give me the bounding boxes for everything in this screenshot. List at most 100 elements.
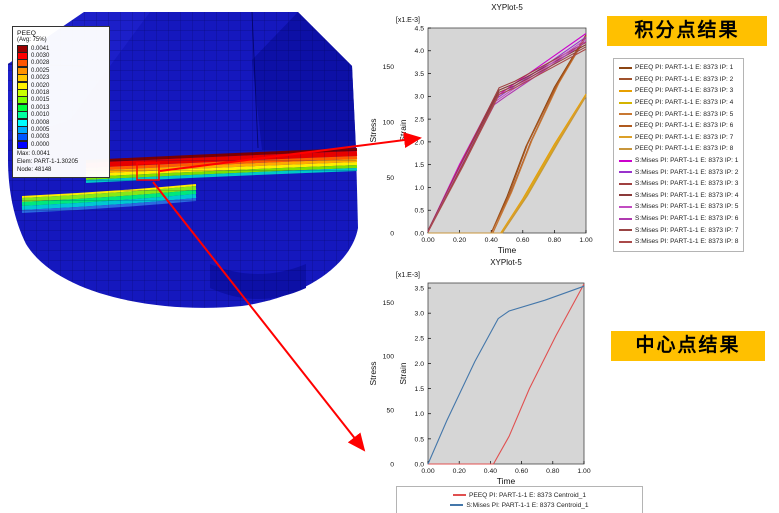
svg-text:Stress: Stress: [368, 118, 378, 142]
legend-line-swatch: [619, 182, 632, 185]
svg-text:0.5: 0.5: [415, 436, 425, 443]
svg-text:1.00: 1.00: [577, 468, 590, 475]
contour-legend-entry: 0.0005: [17, 126, 105, 134]
svg-text:1.00: 1.00: [579, 237, 592, 244]
svg-text:0.80: 0.80: [546, 468, 559, 475]
legend-line-swatch: [619, 136, 632, 139]
svg-text:0: 0: [390, 230, 394, 237]
legend-entry: S:Mises PI: PART-1-1 E: 8373 Centroid_1: [402, 500, 637, 510]
legend-entry: PEEQ PI: PART-1-1 E: 8373 IP: 5: [619, 108, 738, 120]
legend-entry: S:Mises PI: PART-1-1 E: 8373 IP: 2: [619, 166, 738, 178]
svg-text:0.20: 0.20: [453, 237, 466, 244]
svg-text:Time: Time: [498, 245, 517, 255]
svg-text:4.0: 4.0: [415, 48, 425, 55]
svg-text:[x1.E-3]: [x1.E-3]: [396, 17, 420, 24]
svg-text:3.5: 3.5: [415, 285, 425, 292]
svg-text:50: 50: [386, 408, 394, 415]
contour-legend-entry: 0.0030: [17, 52, 105, 61]
svg-text:0.0: 0.0: [415, 461, 425, 468]
svg-text:Strain: Strain: [398, 362, 408, 384]
legend-line-swatch: [619, 171, 632, 174]
svg-text:XYPlot-5: XYPlot-5: [490, 258, 522, 267]
contour-legend-entry: 0.0041: [17, 44, 105, 53]
legend-line-swatch: [619, 89, 632, 92]
plot-legend-integration-points: PEEQ PI: PART-1-1 E: 8373 IP: 1 PEEQ PI: …: [613, 58, 745, 252]
legend-entry: S:Mises PI: PART-1-1 E: 8373 IP: 5: [619, 201, 738, 213]
legend-line-swatch: [619, 101, 632, 104]
plot-legend-centroid: PEEQ PI: PART-1-1 E: 8373 Centroid_1 S:Mi…: [396, 486, 643, 513]
contour-swatch: [17, 140, 28, 149]
svg-text:[x1.E-3]: [x1.E-3]: [396, 272, 420, 279]
svg-text:0.5: 0.5: [415, 208, 425, 215]
legend-line-swatch: [619, 240, 632, 243]
svg-text:Strain: Strain: [398, 119, 408, 141]
contour-legend-entry: 0.0003: [17, 133, 105, 142]
legend-entry: S:Mises PI: PART-1-1 E: 8373 IP: 7: [619, 224, 738, 236]
contour-max-label: Max: 0.0041: [17, 151, 51, 158]
svg-text:2.0: 2.0: [415, 139, 425, 146]
svg-text:Stress: Stress: [368, 361, 378, 385]
legend-entry: PEEQ PI: PART-1-1 E: 8373 IP: 8: [619, 143, 738, 155]
svg-text:0.80: 0.80: [548, 237, 561, 244]
contour-legend-footer: Max: 0.0041 Elem: PART-1-1.30205 Node: 4…: [17, 151, 105, 174]
contour-node-label: Node: 48148: [17, 166, 52, 173]
contour-legend: PEEQ (Avg: 75%) 0.0041 0.0030 0.0028 0.0025…: [12, 26, 110, 179]
legend-line-swatch: [619, 229, 632, 232]
svg-text:50: 50: [386, 175, 394, 182]
legend-entry: S:Mises PI: PART-1-1 E: 8373 IP: 6: [619, 213, 738, 225]
legend-entry: PEEQ PI: PART-1-1 E: 8373 IP: 2: [619, 74, 738, 86]
svg-text:2.0: 2.0: [415, 361, 425, 368]
legend-entry: S:Mises PI: PART-1-1 E: 8373 IP: 8: [619, 236, 738, 248]
svg-text:1.0: 1.0: [415, 411, 425, 418]
svg-text:0.60: 0.60: [515, 468, 528, 475]
legend-line-swatch: [619, 159, 632, 162]
svg-text:0.20: 0.20: [453, 468, 466, 475]
svg-text:2.5: 2.5: [415, 117, 425, 124]
svg-text:100: 100: [383, 120, 395, 127]
contour-legend-entry: 0.0015: [17, 96, 105, 105]
svg-text:4.5: 4.5: [415, 25, 425, 32]
contour-legend-entry: 0.0018: [17, 89, 105, 98]
svg-text:0.00: 0.00: [421, 468, 434, 475]
legend-entry: PEEQ PI: PART-1-1 E: 8373 IP: 7: [619, 132, 738, 144]
svg-text:150: 150: [383, 300, 395, 307]
contour-legend-entry: 0.0013: [17, 103, 105, 112]
legend-line-swatch: [619, 205, 632, 208]
svg-text:1.5: 1.5: [415, 386, 425, 393]
legend-line-swatch: [619, 147, 632, 150]
svg-text:0.60: 0.60: [516, 237, 529, 244]
svg-text:150: 150: [383, 64, 395, 71]
legend-entry: S:Mises PI: PART-1-1 E: 8373 IP: 4: [619, 190, 738, 202]
svg-text:0.0: 0.0: [415, 230, 425, 237]
svg-text:2.5: 2.5: [415, 336, 425, 343]
svg-text:1.5: 1.5: [415, 162, 425, 169]
contour-legend-entry: 0.0023: [17, 74, 105, 83]
label-centroid-results: 中心点结果: [611, 331, 765, 361]
legend-entry: S:Mises PI: PART-1-1 E: 8373 IP: 3: [619, 178, 738, 190]
svg-text:Time: Time: [497, 476, 516, 486]
svg-text:3.5: 3.5: [415, 71, 425, 78]
contour-legend-entry: 0.0000: [17, 140, 105, 149]
legend-entry: PEEQ PI: PART-1-1 E: 8373 Centroid_1: [402, 490, 637, 500]
contour-elem-label: Elem: PART-1-1.30205: [17, 159, 79, 166]
legend-line-swatch: [619, 124, 632, 127]
contour-legend-entry: 0.0010: [17, 111, 105, 120]
legend-entry: S:Mises PI: PART-1-1 E: 8373 IP: 1: [619, 155, 738, 167]
legend-line-swatch: [452, 494, 466, 496]
svg-text:0.40: 0.40: [485, 237, 498, 244]
contour-legend-entry: 0.0025: [17, 66, 105, 75]
svg-text:XYPlot-5: XYPlot-5: [491, 3, 523, 12]
legend-line-swatch: [619, 217, 632, 220]
legend-line-swatch: [619, 78, 632, 81]
legend-line-swatch: [619, 194, 632, 197]
svg-text:0.00: 0.00: [421, 237, 434, 244]
legend-entry: PEEQ PI: PART-1-1 E: 8373 IP: 3: [619, 85, 738, 97]
svg-text:1.0: 1.0: [415, 185, 425, 192]
contour-legend-entry: 0.0008: [17, 118, 105, 127]
contour-legend-entry: 0.0028: [17, 59, 105, 68]
legend-line-swatch: [619, 113, 632, 116]
svg-text:3.0: 3.0: [415, 94, 425, 101]
contour-legend-title: PEEQ: [17, 30, 36, 37]
